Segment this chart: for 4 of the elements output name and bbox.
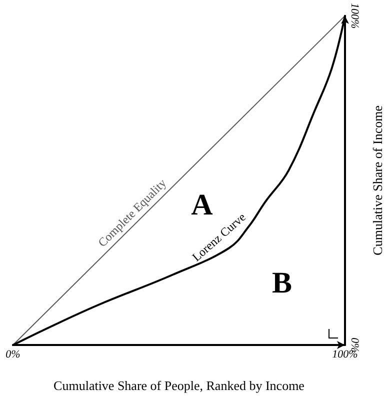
annotation: A — [191, 188, 214, 222]
x-axis-title: Cumulative Share of People, Ranked by Income — [54, 378, 305, 393]
annotation: B — [272, 266, 292, 300]
y-axis-title: Cumulative Share of Income — [370, 105, 385, 256]
